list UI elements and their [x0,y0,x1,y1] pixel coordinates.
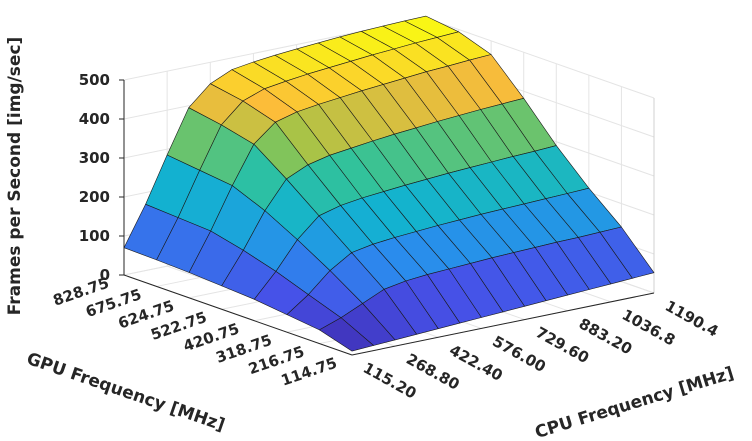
grid-line [425,17,655,99]
cpu-axis-line [351,292,655,356]
gpu-axis-label: GPU Frequency [MHz] [24,349,227,436]
z-tick-label: 400 [79,110,110,128]
z-tick-label: 200 [79,188,110,206]
surface-patch [319,317,374,352]
cpu-axis-label: CPU Frequency [MHz] [533,363,736,441]
z-tick-label: 0 [100,266,110,284]
surface-plot [123,15,655,352]
gpu-axis-line [123,274,353,356]
z-tick-label: 500 [79,71,110,89]
z-axis-label: Frames per Second [img/sec] [5,37,25,316]
z-tick-label: 100 [79,227,110,245]
z-tick-label: 300 [79,149,110,167]
